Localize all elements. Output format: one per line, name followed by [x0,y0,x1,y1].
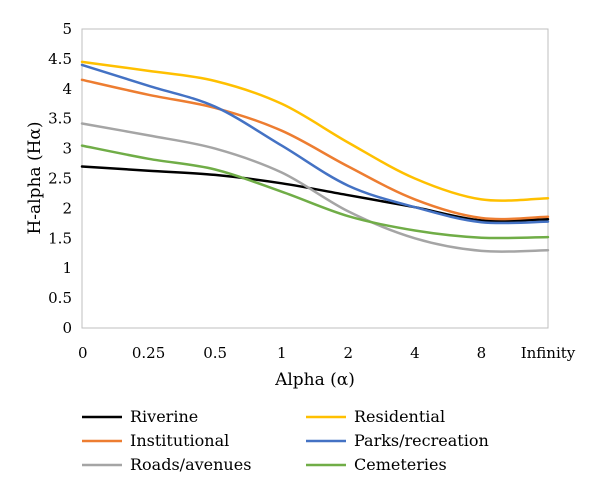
legend-label-residential: Residential [354,407,445,426]
legend-label-institutional: Institutional [130,431,229,450]
x-tick-label: 0.5 [203,344,227,362]
x-tick-label: 1 [277,344,287,362]
y-tick-label: 4 [62,80,72,98]
plot-area-border [81,28,549,329]
y-tick-label: 1.5 [48,229,72,247]
legend-label-roads-avenues: Roads/avenues [130,455,251,474]
y-tick-label: 2 [62,199,72,217]
legend: Riverine Residential Institutional Parks/re… [82,407,489,474]
y-tick-label: 4.5 [48,50,72,68]
x-tick-label: 0 [78,344,88,362]
x-tick-label: 2 [344,344,354,362]
y-axis-title: H-alpha (Hα) [25,121,45,234]
series-line-roads-avenues [80,122,550,253]
y-tick-label: 5 [62,20,72,38]
x-tick-label: 8 [477,344,487,362]
x-tick-label: 4 [410,344,420,362]
series-lines [80,60,550,253]
x-axis-ticks: 0 0.25 0.5 1 2 4 8 Infinity [78,344,576,362]
y-tick-label: 0 [62,319,72,337]
y-axis-ticks: 0 0.5 1 1.5 2 2.5 3 3.5 4 4.5 5 [48,20,72,337]
series-line-residential [80,60,550,202]
y-tick-label: 3 [62,140,72,158]
series-line-riverine [80,165,550,223]
x-tick-label: 0.25 [132,344,165,362]
series-line-institutional [80,78,550,221]
y-tick-label: 0.5 [48,289,72,307]
x-axis-title: Alpha (α) [274,370,355,390]
y-tick-label: 1 [62,259,72,277]
legend-label-cemeteries: Cemeteries [354,455,447,474]
y-tick-label: 2.5 [48,170,72,188]
legend-label-riverine: Riverine [130,407,198,426]
y-tick-label: 3.5 [48,110,72,128]
x-tick-label: Infinity [521,344,576,362]
series-line-parks-recreation [80,63,550,225]
series-line-cemeteries [80,144,550,240]
legend-label-parks-recreation: Parks/recreation [354,431,489,450]
